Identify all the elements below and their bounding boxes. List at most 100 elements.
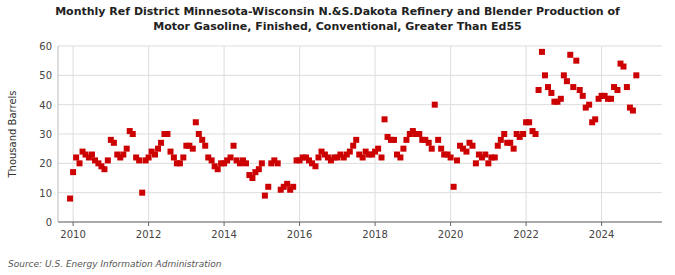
point xyxy=(202,143,208,149)
x-tick-label: 2012 xyxy=(136,229,161,240)
point xyxy=(164,131,170,137)
point xyxy=(379,154,385,160)
point xyxy=(561,72,567,78)
y-axis-label: Thousand Barrels xyxy=(7,90,18,178)
point xyxy=(507,140,513,146)
point xyxy=(498,137,504,143)
point xyxy=(520,131,526,137)
point xyxy=(473,160,479,166)
point xyxy=(580,93,586,99)
point xyxy=(463,149,469,155)
x-tick xyxy=(375,222,376,226)
points xyxy=(67,49,639,202)
point xyxy=(315,154,321,160)
point xyxy=(435,137,441,143)
x-grid-line xyxy=(601,46,602,222)
point xyxy=(454,157,460,163)
point xyxy=(231,143,237,149)
x-tick-label: 2024 xyxy=(589,229,614,240)
point xyxy=(432,102,438,108)
point xyxy=(171,154,177,160)
x-tick-label: 2014 xyxy=(211,229,236,240)
point xyxy=(353,137,359,143)
point xyxy=(158,140,164,146)
point xyxy=(545,84,551,90)
point xyxy=(564,78,570,84)
point xyxy=(290,184,296,190)
point xyxy=(152,152,158,158)
y-grid-line xyxy=(58,222,662,223)
y-axis-line xyxy=(58,46,59,222)
point xyxy=(177,160,183,166)
point xyxy=(120,152,126,158)
point xyxy=(215,166,221,172)
source-note: Source: U.S. Energy Information Administ… xyxy=(8,259,222,269)
point xyxy=(469,143,475,149)
x-tick xyxy=(299,222,300,226)
point xyxy=(190,146,196,152)
point xyxy=(548,90,554,96)
x-tick xyxy=(148,222,149,226)
point xyxy=(624,84,630,90)
point xyxy=(620,64,626,70)
y-tick-label: 40 xyxy=(39,100,52,111)
point xyxy=(101,166,107,172)
point xyxy=(360,154,366,160)
point xyxy=(347,149,353,155)
x-tick xyxy=(526,222,527,226)
point xyxy=(448,154,454,160)
y-tick-label: 60 xyxy=(39,41,52,52)
point xyxy=(193,119,199,125)
point xyxy=(526,119,532,125)
point xyxy=(533,131,539,137)
point xyxy=(111,140,117,146)
y-tick-label: 50 xyxy=(39,70,52,81)
point xyxy=(196,131,202,137)
chart: Monthly Ref District Minnesota-Wisconsin… xyxy=(0,0,675,275)
x-grid-line xyxy=(375,46,376,222)
x-tick-label: 2020 xyxy=(438,229,463,240)
point xyxy=(89,152,95,158)
point xyxy=(136,157,142,163)
x-axis-line xyxy=(58,222,662,223)
x-grid-line xyxy=(224,46,225,222)
point xyxy=(592,116,598,122)
point xyxy=(577,87,583,93)
point xyxy=(312,163,318,169)
point xyxy=(614,87,620,93)
point xyxy=(209,157,215,163)
y-tick-label: 30 xyxy=(39,129,52,140)
point xyxy=(243,160,249,166)
x-tick xyxy=(224,222,225,226)
point xyxy=(501,131,507,137)
point xyxy=(397,154,403,160)
point xyxy=(492,154,498,160)
point xyxy=(630,108,636,114)
point xyxy=(73,154,79,160)
point xyxy=(262,193,268,199)
point xyxy=(451,184,457,190)
x-grid-line xyxy=(450,46,451,222)
y-tick-label: 20 xyxy=(39,158,52,169)
point xyxy=(570,84,576,90)
point xyxy=(77,160,83,166)
point xyxy=(426,140,432,146)
point xyxy=(558,96,564,102)
point xyxy=(495,143,501,149)
point xyxy=(536,87,542,93)
point xyxy=(256,166,262,172)
point xyxy=(146,154,152,160)
point xyxy=(350,143,356,149)
point xyxy=(199,137,205,143)
point xyxy=(167,149,173,155)
point xyxy=(249,175,255,181)
point xyxy=(586,102,592,108)
point xyxy=(573,58,579,64)
point xyxy=(67,196,73,202)
point xyxy=(228,154,234,160)
point xyxy=(382,116,388,122)
point xyxy=(130,131,136,137)
point xyxy=(180,154,186,160)
point xyxy=(633,72,639,78)
point xyxy=(139,190,145,196)
